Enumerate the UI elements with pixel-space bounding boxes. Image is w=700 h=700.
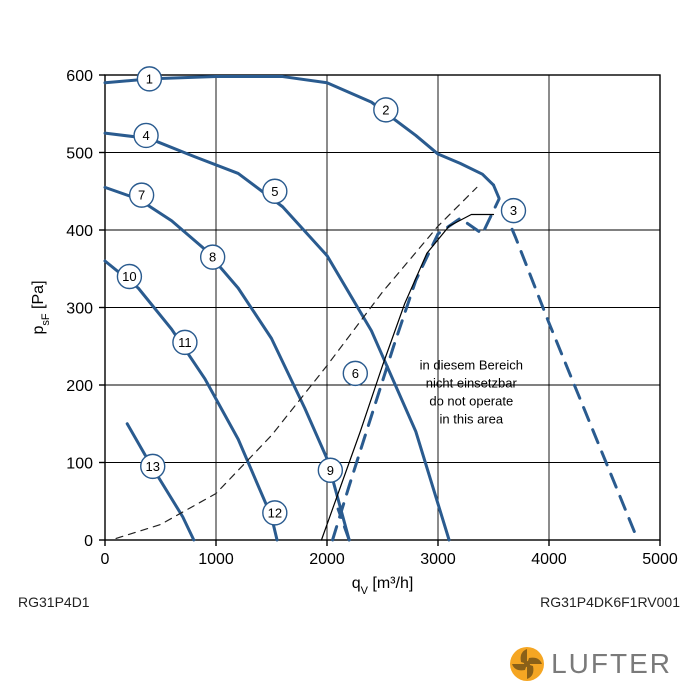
- brand-text: LUFTER: [551, 648, 672, 680]
- svg-text:3000: 3000: [420, 551, 456, 568]
- svg-text:9: 9: [327, 463, 334, 478]
- svg-text:in diesem Bereich: in diesem Bereich: [420, 358, 523, 373]
- svg-text:0: 0: [84, 533, 93, 550]
- fan-icon: [509, 646, 545, 682]
- svg-text:8: 8: [209, 250, 216, 265]
- svg-text:do not operate: do not operate: [429, 394, 513, 409]
- svg-text:12: 12: [268, 505, 282, 520]
- svg-text:psF [Pa]: psF [Pa]: [30, 280, 52, 334]
- svg-text:3: 3: [510, 203, 517, 218]
- svg-text:500: 500: [66, 146, 93, 163]
- svg-text:5000: 5000: [642, 551, 678, 568]
- svg-text:1000: 1000: [198, 551, 234, 568]
- svg-text:13: 13: [145, 459, 159, 474]
- brand-logo: LUFTER: [509, 646, 672, 682]
- svg-text:4000: 4000: [531, 551, 567, 568]
- svg-text:qV [m³/h]: qV [m³/h]: [352, 575, 414, 597]
- svg-text:11: 11: [178, 335, 192, 350]
- svg-text:200: 200: [66, 378, 93, 395]
- footer-code-left: RG31P4D1: [18, 594, 90, 610]
- svg-text:300: 300: [66, 301, 93, 318]
- svg-text:7: 7: [138, 188, 145, 203]
- svg-text:6: 6: [352, 366, 359, 381]
- svg-text:10: 10: [122, 269, 136, 284]
- svg-text:4: 4: [142, 128, 149, 143]
- svg-text:600: 600: [66, 68, 93, 85]
- svg-text:in this area: in this area: [440, 412, 504, 427]
- svg-text:1: 1: [146, 71, 153, 86]
- svg-text:5: 5: [271, 184, 278, 199]
- svg-text:nicht einsetzbar: nicht einsetzbar: [426, 376, 518, 391]
- svg-text:0: 0: [101, 551, 110, 568]
- svg-text:400: 400: [66, 223, 93, 240]
- svg-text:2: 2: [382, 102, 389, 117]
- svg-text:2000: 2000: [309, 551, 345, 568]
- footer-code-right: RG31P4DK6F1RV001: [540, 594, 680, 610]
- svg-text:100: 100: [66, 456, 93, 473]
